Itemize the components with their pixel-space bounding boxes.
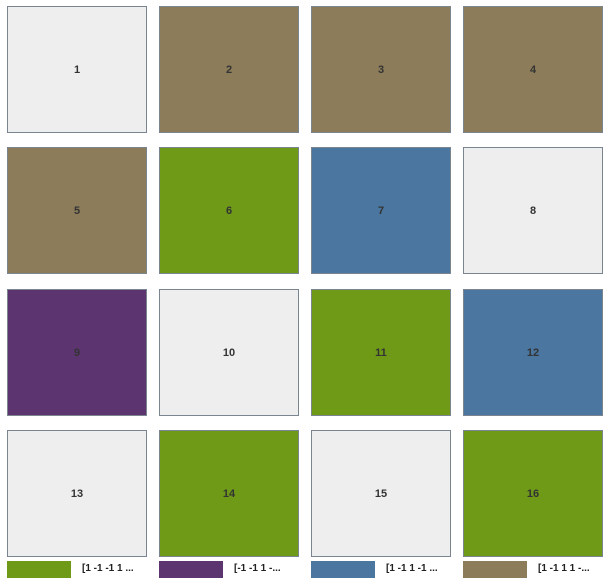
tile-label: 8 <box>529 204 537 217</box>
legend-label: [1 -1 1 1 -... <box>538 563 590 574</box>
tile-5[interactable]: 5 <box>7 147 147 274</box>
legend-item: [1 -1 1 1 -... <box>463 561 603 578</box>
tile-label: 15 <box>374 487 388 500</box>
tile-12[interactable]: 12 <box>463 289 603 416</box>
tile-15[interactable]: 15 <box>311 430 451 557</box>
tile-6[interactable]: 6 <box>159 147 299 274</box>
legend-swatch <box>463 561 527 578</box>
tile-9[interactable]: 9 <box>7 289 147 416</box>
tile-3[interactable]: 3 <box>311 6 451 133</box>
legend-swatch <box>159 561 223 578</box>
tile-14[interactable]: 14 <box>159 430 299 557</box>
tile-label: 6 <box>225 204 233 217</box>
tile-10[interactable]: 10 <box>159 289 299 416</box>
tile-11[interactable]: 11 <box>311 289 451 416</box>
tile-label: 16 <box>526 487 540 500</box>
tile-label: 7 <box>377 204 385 217</box>
legend-swatch <box>311 561 375 578</box>
tile-label: 9 <box>73 346 81 359</box>
legend-swatch <box>7 561 71 578</box>
legend-label: [-1 -1 1 -... <box>234 563 281 574</box>
legend-item: [-1 -1 1 -... <box>159 561 299 578</box>
tile-label: 3 <box>377 63 385 76</box>
tile-16[interactable]: 16 <box>463 430 603 557</box>
tile-8[interactable]: 8 <box>463 147 603 274</box>
tile-1[interactable]: 1 <box>7 6 147 133</box>
legend-item: [1 -1 -1 1 ... <box>7 561 147 578</box>
tile-4[interactable]: 4 <box>463 6 603 133</box>
tile-13[interactable]: 13 <box>7 430 147 557</box>
tile-label: 5 <box>73 204 81 217</box>
legend-item: [1 -1 1 -1 ... <box>311 561 451 578</box>
legend-label: [1 -1 -1 1 ... <box>82 563 134 574</box>
legend-label: [1 -1 1 -1 ... <box>386 563 438 574</box>
tile-label: 11 <box>375 346 387 359</box>
tile-label: 1 <box>73 63 81 76</box>
tile-label: 4 <box>529 63 537 76</box>
tile-label: 10 <box>222 346 236 359</box>
tile-label: 12 <box>526 346 540 359</box>
tile-label: 14 <box>222 487 236 500</box>
tile-2[interactable]: 2 <box>159 6 299 133</box>
tile-7[interactable]: 7 <box>311 147 451 274</box>
tile-label: 2 <box>225 63 233 76</box>
tile-label: 13 <box>70 487 84 500</box>
